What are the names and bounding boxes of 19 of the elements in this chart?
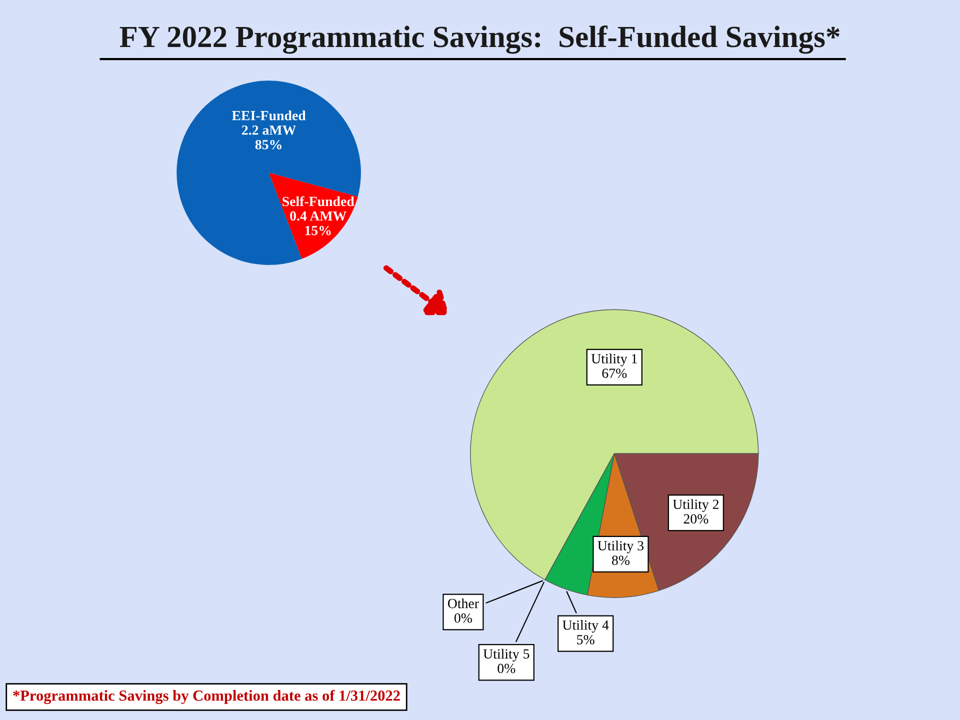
slice-label: Self-Funded: [282, 196, 354, 206]
data-label: 5%: [577, 634, 594, 644]
text: 0%: [454, 613, 472, 623]
slice-label: Utility 1: [591, 354, 637, 366]
data-label: 0.4 AMW 15%: [290, 211, 346, 236]
text: FY 2022 Programmatic Savings: Self-Funded Savings*: [120, 25, 840, 54]
slice-label: Utility 3: [598, 540, 644, 554]
text: 0%: [498, 664, 516, 674]
slice-label: EEI-Funded: [232, 110, 306, 120]
category-label: Other: [448, 598, 479, 608]
slice-label: Utility 2: [672, 499, 719, 512]
data-label: 20%: [684, 514, 708, 524]
category-label: Utility 5: [483, 648, 530, 662]
data-label: 2.2 aMW 85%: [242, 125, 296, 150]
data-label: 67%: [602, 368, 627, 378]
text: *Programmatic Savings by Completion date as of 1/31/2022: [13, 690, 400, 704]
data-label: 8%: [612, 556, 630, 566]
slice-label: Utility 4: [562, 620, 609, 633]
pie-slice: [176, 80, 361, 265]
